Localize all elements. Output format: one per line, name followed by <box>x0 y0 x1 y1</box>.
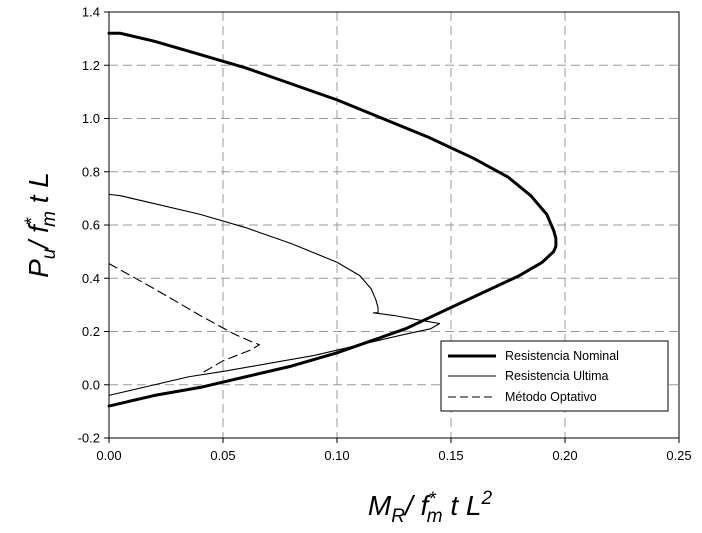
xlabel-sup2: 2 <box>480 488 492 509</box>
y-axis: -0.2 0.0 0.2 0.4 0.6 0.8 1.0 1.2 1.4 <box>78 5 109 446</box>
y-tick-label: 1.2 <box>82 58 100 73</box>
xlabel-tail: t L <box>443 490 482 521</box>
ylabel-sup: * <box>22 217 43 225</box>
ylabel-tail: t L <box>23 172 54 211</box>
legend-label-optativo: Método Optativo <box>505 390 597 404</box>
xlabel-sub: R <box>391 506 405 527</box>
y-tick-label: 1.4 <box>82 5 100 20</box>
xlabel-main: M <box>368 490 392 521</box>
x-axis: 0.00 0.05 0.10 0.15 0.20 0.25 <box>96 438 692 463</box>
y-tick-label: 0.2 <box>82 324 100 339</box>
y-tick-label: -0.2 <box>78 431 100 446</box>
xlabel-mid: / f <box>403 490 432 521</box>
x-tick-label: 0.25 <box>666 448 691 463</box>
ylabel-mid: / f <box>23 222 54 251</box>
y-tick-label: 1.0 <box>82 111 100 126</box>
ylabel-sub: u <box>39 248 60 259</box>
x-tick-label: 0.05 <box>210 448 235 463</box>
y-axis-title: Pu/ f*m t L <box>22 172 60 278</box>
legend: Resistencia Nominal Resistencia Ultima M… <box>440 340 669 412</box>
xlabel-sup: * <box>428 489 436 510</box>
x-tick-label: 0.15 <box>438 448 463 463</box>
series-line-2 <box>108 263 261 375</box>
series-line-0 <box>107 31 558 408</box>
y-tick-label: 0.0 <box>82 377 100 392</box>
x-axis-title: MR/ f* m t L2 <box>368 488 493 527</box>
xlabel-sub2: m <box>427 506 443 527</box>
ylabel-sub2: m <box>39 211 60 227</box>
series-line-1 <box>108 193 441 396</box>
series-group <box>107 31 558 408</box>
legend-label-nominal: Resistencia Nominal <box>505 349 619 363</box>
y-tick-label: 0.4 <box>82 271 100 286</box>
ylabel-main: P <box>23 259 54 278</box>
x-tick-label: 0.00 <box>96 448 121 463</box>
x-tick-label: 0.20 <box>552 448 577 463</box>
y-tick-label: 0.6 <box>82 218 100 233</box>
x-tick-label: 0.10 <box>324 448 349 463</box>
y-tick-label: 0.8 <box>82 164 100 179</box>
legend-label-ultima: Resistencia Ultima <box>505 369 609 383</box>
